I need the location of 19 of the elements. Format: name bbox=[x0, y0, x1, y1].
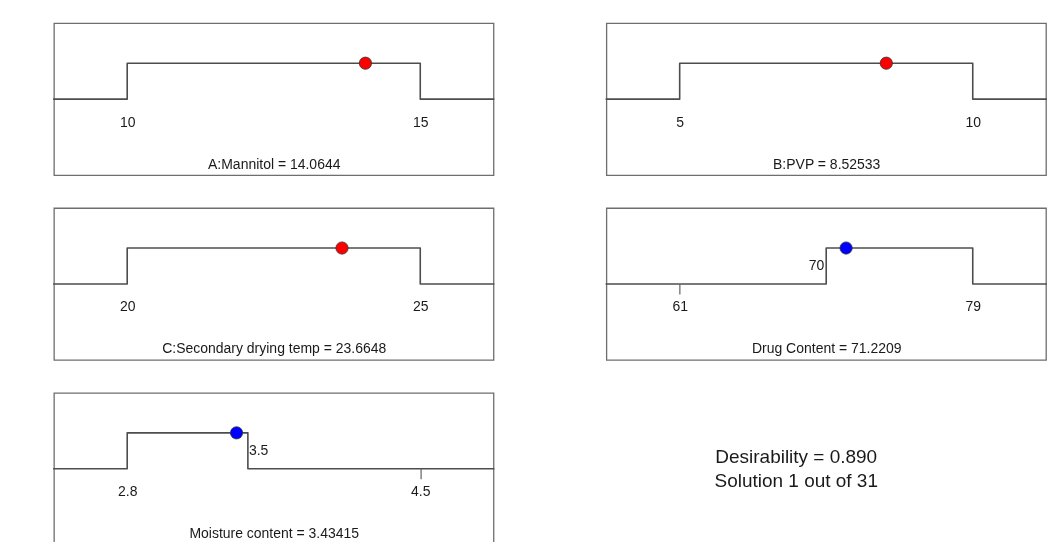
annotation: 3.5 bbox=[248, 441, 269, 458]
x-axis-title: Moisture content = 3.43415 bbox=[189, 525, 360, 542]
x-axis-title: C:Secondary drying temp = 23.6648 bbox=[162, 340, 387, 357]
x-axis-title: A:Mannitol = 14.0644 bbox=[208, 155, 341, 172]
text: Desirability = 0.890 bbox=[715, 445, 878, 467]
x-axis-title: B:PVP = 8.52533 bbox=[773, 155, 881, 172]
x-tick-label: 79 bbox=[965, 298, 982, 315]
annotation: 70 bbox=[808, 257, 825, 273]
text: Solution 1 out of 31 bbox=[714, 469, 878, 491]
x-tick-label: 2.8 bbox=[118, 483, 138, 500]
x-axis-title: Drug Content = 71.2209 bbox=[751, 340, 902, 357]
x-tick-label: 20 bbox=[119, 298, 136, 315]
x-tick-label: 10 bbox=[119, 113, 136, 130]
x-tick-label: 61 bbox=[672, 298, 689, 315]
x-tick-label: 25 bbox=[412, 298, 429, 315]
x-tick-label: 15 bbox=[412, 113, 429, 130]
x-tick-label: 10 bbox=[965, 113, 982, 130]
x-tick-label: 5 bbox=[676, 113, 685, 130]
x-tick-label: 4.5 bbox=[411, 483, 431, 500]
